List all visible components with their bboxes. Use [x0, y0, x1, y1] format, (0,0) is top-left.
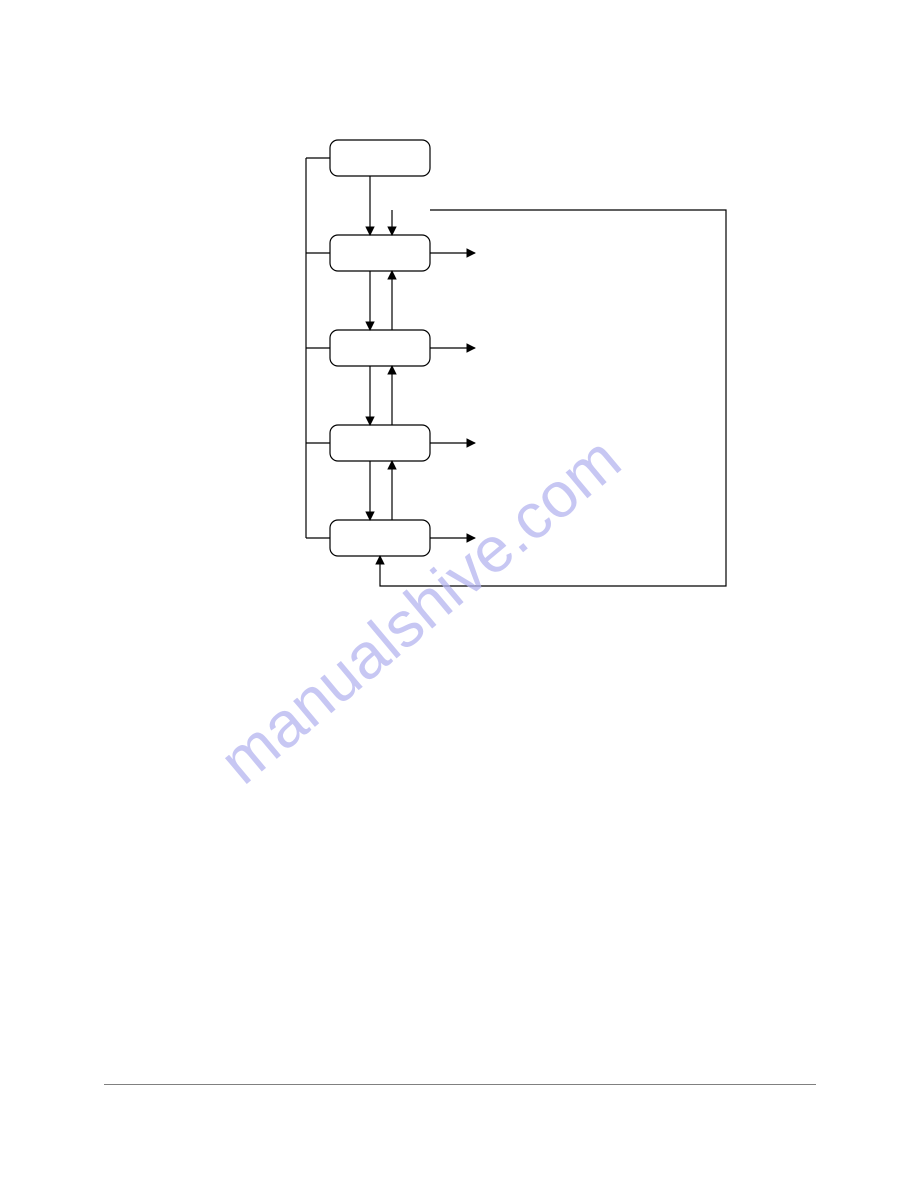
flowchart-svg — [0, 0, 918, 1188]
flowchart-node — [330, 330, 430, 366]
flowchart-node — [330, 140, 430, 176]
flowchart-node — [330, 520, 430, 556]
footer-divider — [104, 1084, 816, 1085]
flowchart-node — [330, 235, 430, 271]
flowchart-node — [330, 425, 430, 461]
